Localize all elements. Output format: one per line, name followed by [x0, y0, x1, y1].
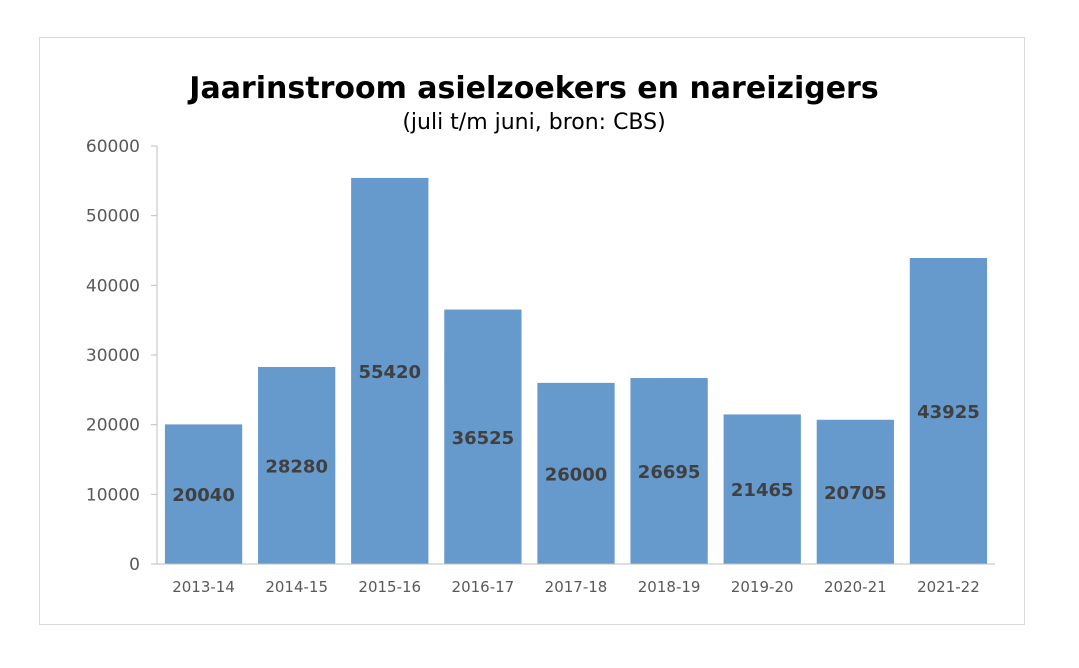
bar-2016-17	[444, 309, 522, 564]
x-tick-label: 2017-18	[545, 578, 608, 596]
bar-2020-21	[816, 419, 894, 564]
bar-2017-18	[537, 382, 615, 564]
x-tick-label: 2018-19	[638, 578, 701, 596]
x-tick-label: 2015-16	[358, 578, 421, 596]
y-tick-label: 60000	[86, 137, 140, 157]
data-label: 26695	[638, 462, 701, 483]
chart-title: Jaarinstroom asielzoekers en nareizigers	[187, 71, 878, 106]
bar-2021-22	[909, 257, 988, 564]
y-tick-label: 0	[129, 555, 140, 575]
x-tick-label: 2016-17	[452, 578, 515, 596]
data-labels: 20040 28280 55420 36525 26000 26695 21465 20705…	[172, 362, 980, 506]
x-tick-label: 2013-14	[172, 578, 235, 596]
data-label: 21465	[731, 480, 794, 501]
bar-2014-15	[258, 366, 336, 564]
data-label: 20705	[824, 483, 887, 504]
data-label: 28280	[265, 456, 328, 477]
chart-subtitle: (juli t/m juni, bron: CBS)	[402, 110, 665, 135]
bars	[164, 177, 988, 564]
x-tick-label: 2020-21	[824, 578, 887, 596]
x-axis: 2013-14 2014-15 2015-16 2016-17 2017-18 2018-…	[157, 563, 995, 596]
bar-2018-19	[630, 378, 708, 564]
bar-2013-14	[164, 424, 243, 564]
data-label: 26000	[545, 464, 608, 485]
x-tick-label: 2019-20	[731, 578, 794, 596]
y-tick-label: 50000	[86, 207, 140, 227]
data-label: 55420	[358, 362, 421, 383]
x-tick-label: 2021-22	[917, 578, 980, 596]
bar-2015-16	[351, 177, 429, 564]
y-tick-label: 10000	[86, 485, 140, 505]
y-tick-label: 30000	[86, 346, 140, 366]
data-label: 36525	[452, 428, 515, 449]
y-tick-label: 20000	[86, 416, 140, 436]
bar-2019-20	[723, 414, 801, 564]
x-tick-label: 2014-15	[265, 578, 328, 596]
y-axis: 0 10000 20000 30000 40000 50000 60000	[86, 137, 158, 575]
data-label: 20040	[172, 485, 235, 506]
data-label: 43925	[917, 402, 980, 423]
y-tick-label: 40000	[86, 276, 140, 296]
